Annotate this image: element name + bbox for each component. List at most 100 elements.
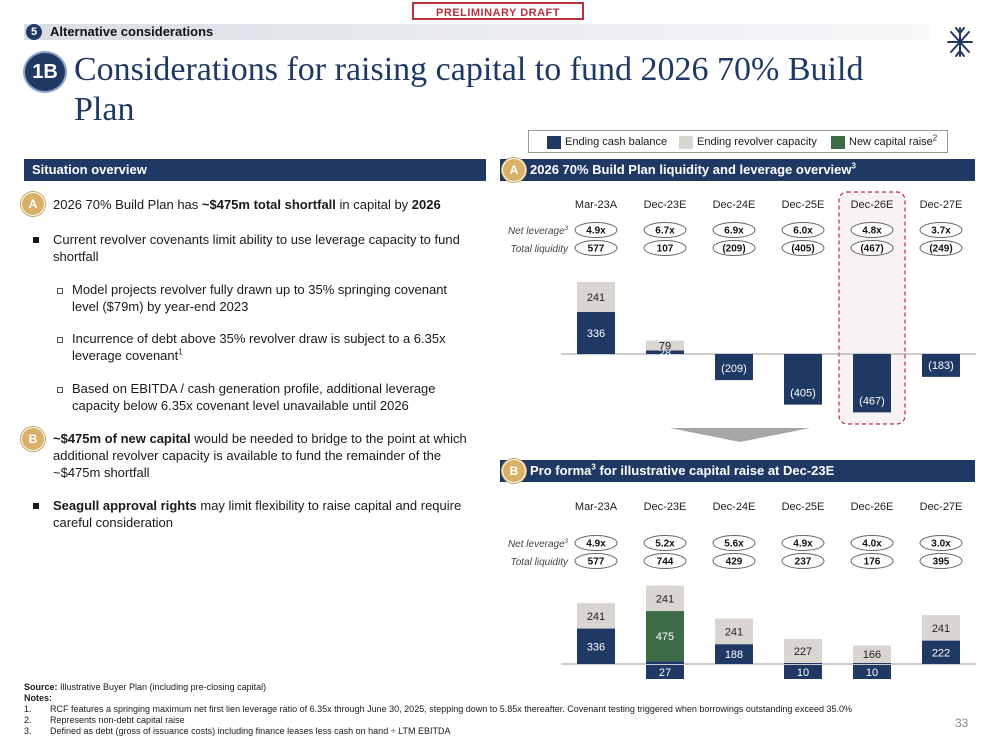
- net-leverage-oval: [574, 222, 618, 238]
- net-leverage-label: Net leverage3: [508, 539, 569, 550]
- sub-bullet-marker: [57, 387, 63, 393]
- total-liquidity-value: (249): [929, 244, 952, 255]
- net-leverage-value: 4.0x: [862, 539, 882, 550]
- net-leverage-value: 6.0x: [793, 226, 813, 237]
- total-liquidity-value: (209): [722, 244, 745, 255]
- bar-value-label: 241: [725, 626, 743, 638]
- bar-segment: [715, 644, 753, 664]
- bar-value-label: 336: [587, 641, 605, 653]
- total-liquidity-value: 107: [657, 244, 674, 255]
- total-liquidity-oval: [850, 553, 894, 569]
- bar-label-box: [853, 665, 891, 679]
- point-b-badge: B: [22, 428, 44, 450]
- chart-a-liquidity-leverage: Mar-23A Dec-23E Dec-24E Dec-25E Dec-26E Dec-2…: [508, 191, 976, 425]
- total-liquidity-value: (467): [860, 244, 883, 255]
- total-liquidity-oval: [643, 240, 687, 256]
- total-liquidity-value: (405): [791, 244, 814, 255]
- bar-segment: [784, 354, 822, 405]
- sub-bullet-incurrence: Incurrence of debt above 35% revolver dr…: [72, 331, 446, 363]
- legend-label: Ending cash balance: [565, 136, 668, 148]
- page-title: Considerations for raising capital to fu…: [74, 51, 864, 128]
- category-label: Dec-24E: [713, 199, 756, 211]
- net-leverage-oval: [781, 535, 825, 551]
- bar-segment: [784, 638, 822, 663]
- total-liquidity-oval: [712, 553, 756, 569]
- bar-value-label: 241: [587, 611, 605, 623]
- bullet-marker: [33, 237, 39, 243]
- section-number: 5: [26, 24, 42, 40]
- bullet-seagull: Seagull approval rights may limit flexib…: [53, 498, 462, 530]
- point-a-badge: A: [22, 193, 44, 215]
- bar-segment: [646, 585, 684, 612]
- net-leverage-oval: [850, 222, 894, 238]
- total-liquidity-value: 237: [795, 557, 812, 568]
- category-label: Mar-23A: [575, 501, 618, 513]
- category-label: Dec-25E: [782, 501, 825, 513]
- bar-value-label: 241: [587, 292, 605, 304]
- legend-label: Ending revolver capacity: [697, 136, 817, 148]
- bar-segment: [646, 661, 684, 664]
- note-number: 2.: [24, 715, 32, 725]
- note-text: Represents non-debt capital raise: [50, 715, 185, 725]
- category-label: Dec-26E: [851, 501, 894, 513]
- bar-segment: [784, 662, 822, 664]
- bar-segment: [715, 354, 753, 381]
- total-liquidity-value: 176: [864, 557, 881, 568]
- legend-swatch-new-capital: [831, 136, 845, 149]
- net-leverage-oval: [850, 535, 894, 551]
- title-badge: 1B: [25, 53, 65, 91]
- total-liquidity-oval: [574, 553, 618, 569]
- sub-bullet-marker: [57, 288, 63, 294]
- total-liquidity-value: 577: [588, 244, 605, 255]
- net-leverage-oval: [781, 222, 825, 238]
- net-leverage-value: 3.0x: [931, 539, 951, 550]
- bar-value-label: 475: [656, 631, 674, 643]
- bar-segment: [922, 354, 960, 377]
- net-leverage-oval: [574, 535, 618, 551]
- notes-label: Notes:: [24, 693, 53, 703]
- total-liquidity-oval: [574, 240, 618, 256]
- note-number: 3.: [24, 726, 32, 736]
- category-label: Mar-23A: [575, 199, 618, 211]
- bar-value-label: 227: [794, 646, 812, 658]
- sub-bullet-ebitda: Based on EBITDA / cash generation profil…: [72, 381, 436, 413]
- total-liquidity-value: 395: [933, 557, 950, 568]
- total-liquidity-value: 577: [588, 557, 605, 568]
- source-line: Source: Illustrative Buyer Plan (includi…: [24, 682, 267, 692]
- net-leverage-value: 5.6x: [724, 539, 744, 550]
- legend-label: New capital raise2: [849, 133, 938, 148]
- section-bar: [24, 24, 930, 40]
- total-liquidity-label: Total liquidity: [511, 557, 569, 568]
- total-liquidity-value: 744: [657, 557, 674, 568]
- company-logo-icon: [947, 27, 973, 57]
- chart-b-badge: B: [503, 460, 525, 482]
- bullet-marker: [33, 503, 39, 509]
- sub-bullet-revolver-draw: Model projects revolver fully drawn up t…: [72, 282, 448, 314]
- net-leverage-value: 4.9x: [586, 539, 606, 550]
- category-label: Dec-27E: [920, 501, 963, 513]
- bar-segment: [715, 618, 753, 645]
- total-liquidity-oval: [781, 240, 825, 256]
- net-leverage-oval: [919, 535, 963, 551]
- down-arrow-icon: [670, 428, 810, 442]
- bar-segment: [922, 640, 960, 664]
- net-leverage-oval: [643, 535, 687, 551]
- chart-legend: Ending cash balance Ending revolver capa…: [528, 130, 948, 153]
- bar-segment: [853, 662, 891, 664]
- net-leverage-oval: [712, 222, 756, 238]
- note-text: Defined as debt (gross of issuance costs…: [50, 726, 451, 736]
- category-label: Dec-23E: [644, 501, 687, 513]
- section-label: Alternative considerations: [50, 24, 214, 39]
- category-label: Dec-24E: [713, 501, 756, 513]
- net-leverage-value: 3.7x: [931, 226, 951, 237]
- chart-b-pro-forma: Mar-23A Dec-23E Dec-24E Dec-25E Dec-26E Dec-2…: [508, 501, 976, 679]
- net-leverage-value: 4.9x: [586, 226, 606, 237]
- bar-value-label: 10: [866, 667, 878, 679]
- total-liquidity-oval: [850, 240, 894, 256]
- total-liquidity-label: Total liquidity: [511, 244, 569, 255]
- bar-value-label: 222: [932, 647, 950, 659]
- bullet-covenants: Current revolver covenants limit ability…: [53, 232, 460, 264]
- bar-value-label: (467): [859, 395, 885, 407]
- net-leverage-value: 4.8x: [862, 226, 882, 237]
- bar-segment: [577, 603, 615, 629]
